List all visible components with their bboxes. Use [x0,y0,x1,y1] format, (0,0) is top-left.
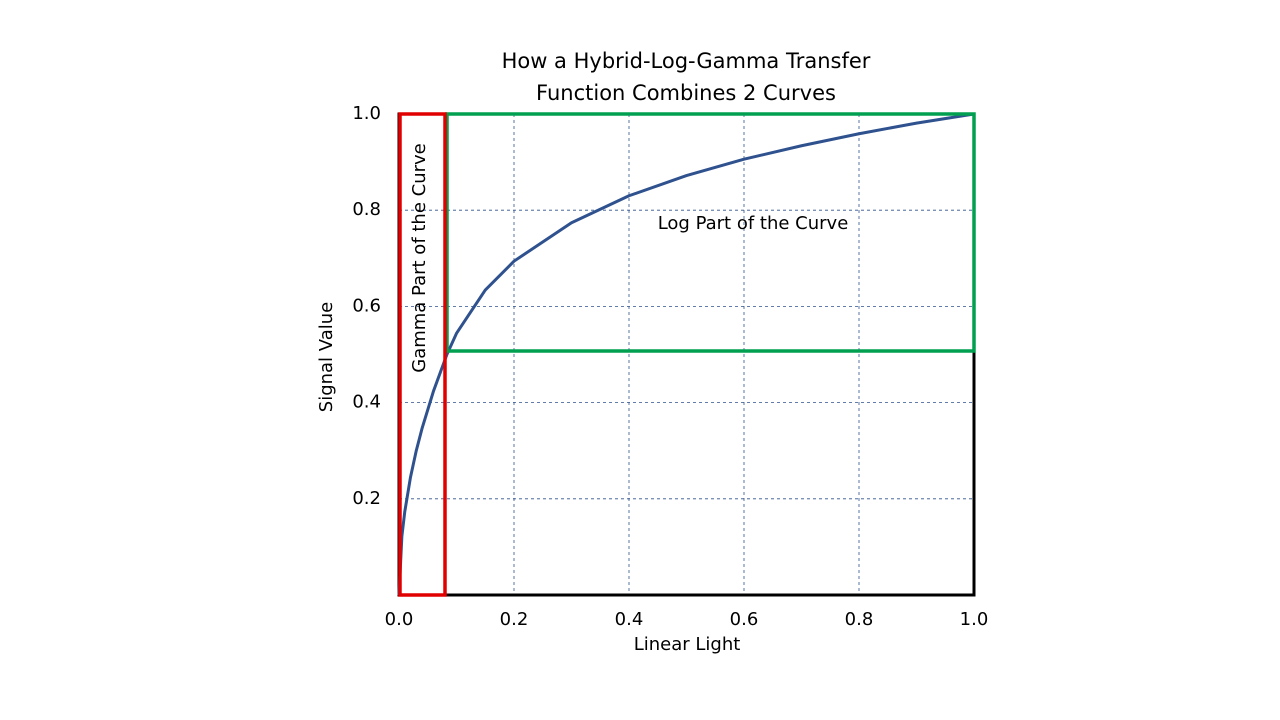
plot-frame [397,112,976,597]
grid [398,113,975,595]
x-tick-label: 0.4 [615,609,644,630]
x-tick-label: 0.0 [385,609,414,630]
x-axis-label: Linear Light [634,634,741,655]
annotation: Gamma Part of the Curve [409,143,430,373]
x-tick-label: 1.0 [960,609,989,630]
x-tick-label: 0.8 [845,609,874,630]
x-tick-label: 0.2 [500,609,529,630]
log-region-box [445,112,976,353]
plot [397,112,975,596]
curve [397,112,975,596]
y-axis-label: Signal Value [316,302,337,412]
y-tick-label: 0.6 [352,295,381,316]
y-tick-label: 0.4 [352,392,381,413]
chart-title: Function Combines 2 Curves [536,81,836,105]
y-tick-label: 0.8 [352,199,381,220]
annotation: Log Part of the Curve [658,213,849,234]
y-tick-label: 0.2 [352,488,381,509]
gamma-region-box [398,112,447,597]
y-tick-label: 1.0 [352,103,381,124]
chart-title: How a Hybrid-Log-Gamma Transfer [502,49,871,73]
x-tick-label: 0.6 [730,609,759,630]
